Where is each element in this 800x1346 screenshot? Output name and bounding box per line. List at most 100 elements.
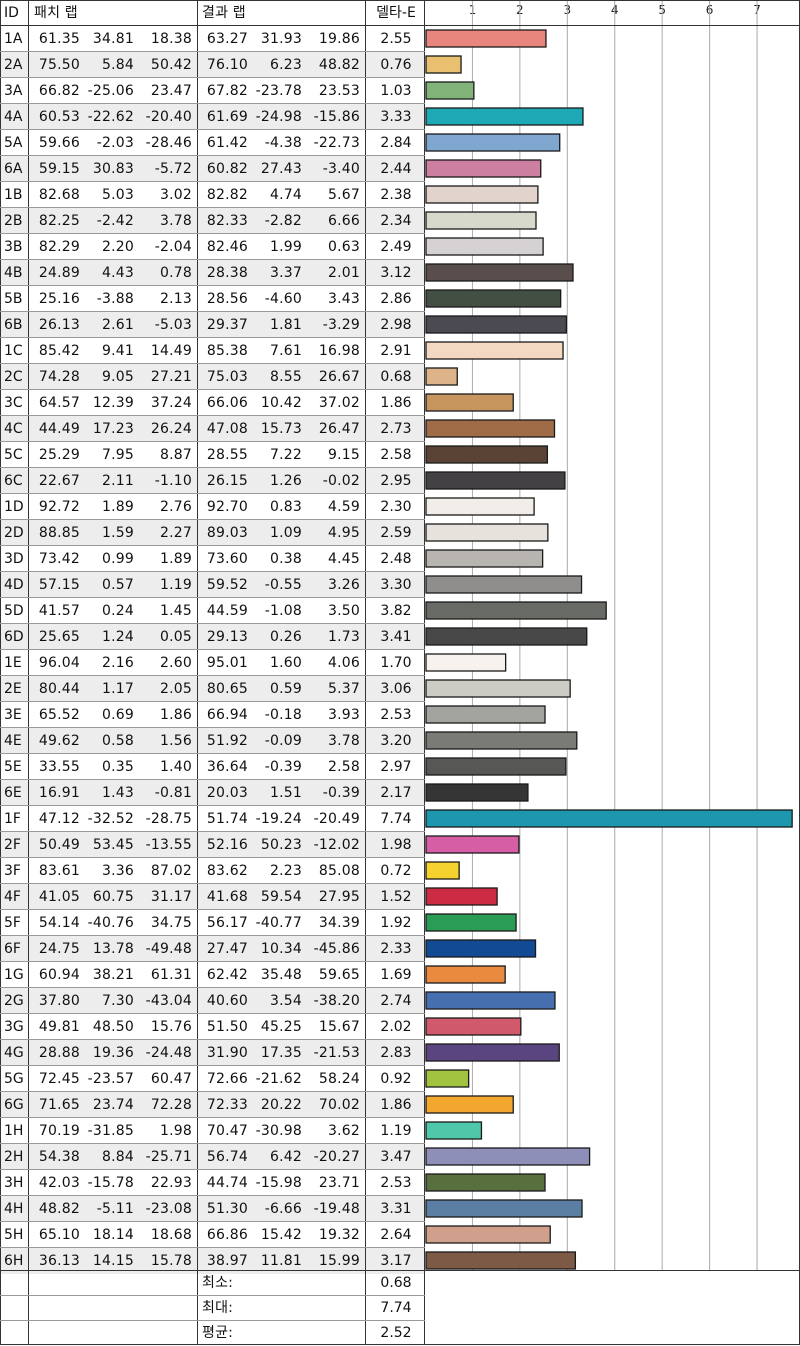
result-lab-b: 3.78: [328, 733, 360, 749]
patch-lab-b: -43.04: [145, 993, 192, 1009]
result-lab-a: 0.26: [270, 629, 302, 645]
result-lab-values: 95.01 1.60 4.06: [202, 650, 366, 676]
delta-e-value: 1.86: [380, 1097, 412, 1113]
result-lab-l: 51.30: [206, 1201, 248, 1217]
patch-lab-a: 3.36: [102, 863, 134, 879]
bar-6H: [425, 1251, 577, 1270]
border-top: [0, 0, 800, 1]
bar-6E: [425, 783, 529, 802]
patch-lab-b: 15.78: [150, 1253, 192, 1269]
patch-id: 2C: [4, 369, 23, 385]
bar-3G: [425, 1017, 522, 1036]
result-lab-values: 63.27 31.93 19.86: [202, 26, 366, 52]
patch-lab-a: 2.20: [102, 239, 134, 255]
patch-lab-a: 2.61: [102, 317, 134, 333]
patch-id: 4D: [4, 577, 24, 593]
table-row: 4A 60.53 -22.62 -20.40 61.69 -24.98 -15.86 3.33: [0, 104, 425, 130]
patch-lab-values: 25.65 1.24 0.05: [34, 624, 198, 650]
result-lab-values: 72.66 -21.62 58.24: [202, 1066, 366, 1092]
result-lab-b: 2.01: [328, 265, 360, 281]
patch-lab-a: 5.84: [102, 57, 134, 73]
table-row: 2C 74.28 9.05 27.21 75.03 8.55 26.67 0.68: [0, 364, 425, 390]
patch-lab-values: 25.29 7.95 8.87: [34, 442, 198, 468]
patch-lab-a: 0.24: [102, 603, 134, 619]
bar-2E: [425, 679, 571, 698]
delta-e-value: 1.52: [380, 889, 412, 905]
result-lab-b: 48.82: [318, 57, 360, 73]
summary-min-value: 0.68: [380, 1275, 412, 1291]
delta-e-value: 2.44: [380, 161, 412, 177]
delta-e-value: 2.84: [380, 135, 412, 151]
border-left: [0, 0, 1, 1345]
patch-id: 4F: [4, 889, 21, 905]
patch-lab-values: 65.10 18.14 18.68: [34, 1222, 198, 1248]
delta-e-value: 0.76: [380, 57, 412, 73]
result-lab-b: -3.29: [322, 317, 360, 333]
patch-id: 6D: [4, 629, 24, 645]
patch-lab-a: 38.21: [92, 967, 134, 983]
table-row: 3E 65.52 0.69 1.86 66.94 -0.18 3.93 2.53: [0, 702, 425, 728]
patch-lab-values: 16.91 1.43 -0.81: [34, 780, 198, 806]
result-lab-values: 80.65 0.59 5.37: [202, 676, 366, 702]
patch-lab-b: 1.19: [160, 577, 192, 593]
result-lab-b: 3.50: [328, 603, 360, 619]
table-row: 1H 70.19 -31.85 1.98 70.47 -30.98 3.62 1.19: [0, 1118, 425, 1144]
bar-3H: [425, 1173, 546, 1192]
result-lab-l: 61.42: [206, 135, 248, 151]
result-lab-l: 80.65: [206, 681, 248, 697]
bar-2D: [425, 523, 549, 542]
bar-3D: [425, 549, 544, 568]
result-lab-values: 92.70 0.83 4.59: [202, 494, 366, 520]
result-lab-l: 61.69: [206, 109, 248, 125]
patch-lab-b: 2.76: [160, 499, 192, 515]
patch-lab-values: 65.52 0.69 1.86: [34, 702, 198, 728]
bar-5B: [425, 289, 562, 308]
delta-e-value: 2.38: [380, 187, 412, 203]
patch-lab-values: 26.13 2.61 -5.03: [34, 312, 198, 338]
table-row: 1D 92.72 1.89 2.76 92.70 0.83 4.59 2.30: [0, 494, 425, 520]
result-lab-l: 63.27: [206, 31, 248, 47]
patch-lab-b: 0.78: [160, 265, 192, 281]
patch-lab-a: -40.76: [87, 915, 134, 931]
row-divider: [0, 857, 425, 858]
patch-lab-l: 25.65: [38, 629, 80, 645]
result-lab-values: 20.03 1.51 -0.39: [202, 780, 366, 806]
row-divider: [0, 1295, 425, 1296]
bar-3C: [425, 393, 514, 412]
patch-lab-b: -2.04: [154, 239, 192, 255]
header-id: ID: [4, 5, 19, 21]
patch-lab-values: 64.57 12.39 37.24: [34, 390, 198, 416]
patch-lab-b: 1.89: [160, 551, 192, 567]
patch-lab-b: 3.02: [160, 187, 192, 203]
table-row: 5B 25.16 -3.88 2.13 28.56 -4.60 3.43 2.86: [0, 286, 425, 312]
result-lab-a: 0.59: [270, 681, 302, 697]
result-lab-l: 66.86: [206, 1227, 248, 1243]
result-lab-a: -0.55: [264, 577, 302, 593]
table-row: 5G 72.45 -23.57 60.47 72.66 -21.62 58.24 0.92: [0, 1066, 425, 1092]
result-lab-b: -20.27: [313, 1149, 360, 1165]
delta-e-value: 3.41: [380, 629, 412, 645]
result-lab-a: -1.08: [264, 603, 302, 619]
result-lab-b: 6.66: [328, 213, 360, 229]
result-lab-values: 59.52 -0.55 3.26: [202, 572, 366, 598]
result-lab-l: 82.82: [206, 187, 248, 203]
result-lab-a: 1.26: [270, 473, 302, 489]
patch-lab-a: -25.06: [87, 83, 134, 99]
patch-lab-l: 64.57: [38, 395, 80, 411]
patch-lab-l: 71.65: [38, 1097, 80, 1113]
table-row: 3H 42.03 -15.78 22.93 44.74 -15.98 23.71 2.53: [0, 1170, 425, 1196]
patch-lab-a: 8.84: [102, 1149, 134, 1165]
patch-lab-values: 59.66 -2.03 -28.46: [34, 130, 198, 156]
patch-lab-values: 70.19 -31.85 1.98: [34, 1118, 198, 1144]
result-lab-a: 1.81: [270, 317, 302, 333]
patch-id: 6G: [4, 1097, 24, 1113]
result-lab-l: 47.08: [206, 421, 248, 437]
result-lab-l: 28.55: [206, 447, 248, 463]
delta-e-value: 3.20: [380, 733, 412, 749]
result-lab-l: 29.13: [206, 629, 248, 645]
result-lab-l: 56.17: [206, 915, 248, 931]
bar-2C: [425, 367, 458, 386]
result-lab-b: 15.67: [318, 1019, 360, 1035]
result-lab-l: 20.03: [206, 785, 248, 801]
patch-lab-l: 49.81: [38, 1019, 80, 1035]
